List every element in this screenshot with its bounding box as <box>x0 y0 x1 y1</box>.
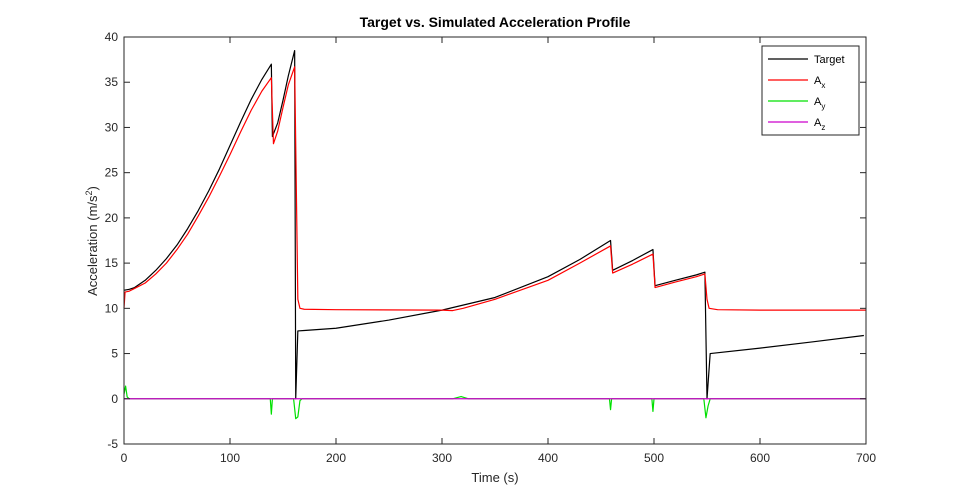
legend-label-main: A <box>814 117 822 129</box>
legend-label-main: Target <box>814 54 845 66</box>
x-tick-label: 400 <box>538 451 558 465</box>
y-tick-label: 30 <box>105 120 119 134</box>
series-line-0 <box>123 49 864 400</box>
legend-label-0: Target <box>814 54 845 66</box>
y-axis-label: Acceleration (m/s2) <box>84 186 100 296</box>
x-tick-label: 100 <box>220 451 240 465</box>
y-axis-label-tail: ) <box>85 186 100 190</box>
y-tick-label: 25 <box>105 166 119 180</box>
legend-label-sub: z <box>821 123 825 132</box>
y-tick-label: 0 <box>111 392 118 406</box>
y-axis-label-main: Acceleration (m/s <box>85 195 100 296</box>
legend-box <box>761 45 860 136</box>
series-layer <box>123 49 866 420</box>
y-tick-label: 5 <box>111 347 118 361</box>
legend-label-sub: x <box>821 81 825 90</box>
x-axis-label: Time (s) <box>471 470 518 485</box>
plot-area-frame <box>123 36 867 445</box>
y-tick-label: -5 <box>107 437 118 451</box>
legend-label-main: A <box>814 96 822 108</box>
y-tick-label: 10 <box>105 301 119 315</box>
x-tick-label: 300 <box>432 451 452 465</box>
y-axis-label-sup: 2 <box>84 190 94 195</box>
y-tick-label: 20 <box>105 211 119 225</box>
y-tick-label: 40 <box>105 30 119 44</box>
legend-label-sub: y <box>821 102 825 111</box>
series-line-1 <box>123 66 866 312</box>
legend-label-main: A <box>814 75 822 87</box>
legend-label-2: Ay <box>814 96 825 111</box>
legend-label-1: Ax <box>814 75 825 90</box>
y-tick-label: 35 <box>105 75 119 89</box>
series-line-2 <box>123 385 866 420</box>
x-tick-label: 0 <box>121 451 128 465</box>
y-tick-label: 15 <box>105 256 119 270</box>
x-tick-label: 200 <box>326 451 346 465</box>
x-tick-label: 700 <box>856 451 876 465</box>
legend-label-3: Az <box>814 117 825 132</box>
x-tick-label: 500 <box>644 451 664 465</box>
x-tick-label: 600 <box>750 451 770 465</box>
chart-title: Target vs. Simulated Acceleration Profil… <box>360 14 631 30</box>
